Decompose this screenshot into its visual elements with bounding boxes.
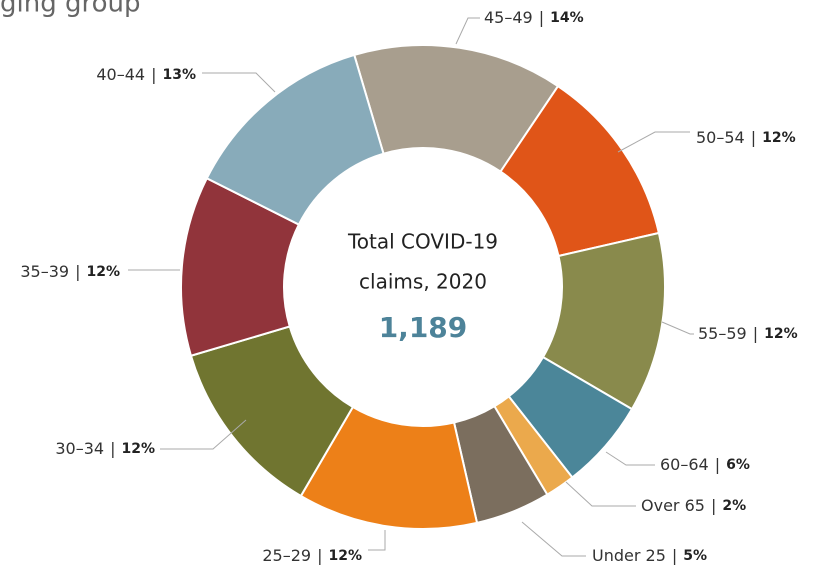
data-label: 35–39 | 12% [20, 262, 120, 281]
separator: | [672, 546, 677, 565]
category-label: 55–59 [698, 324, 747, 343]
donut-segment [205, 53, 385, 226]
data-label: 40–44 | 13% [96, 65, 196, 84]
center-label: Total COVID-19 [347, 230, 498, 254]
value-label: 12% [86, 264, 120, 280]
leader-line [661, 321, 694, 335]
category-label: 30–34 [55, 439, 104, 458]
separator: | [753, 324, 758, 343]
data-label: Over 65 | 2% [641, 496, 746, 515]
center-total: 1,189 [379, 311, 468, 344]
data-label: Under 25 | 5% [592, 546, 707, 565]
separator: | [151, 65, 156, 84]
data-label: 25–29 | 12% [262, 546, 362, 565]
category-label: 50–54 [696, 128, 745, 147]
category-label: 60–64 [660, 455, 709, 474]
value-label: 13% [162, 67, 196, 83]
category-label: 45–49 [484, 8, 533, 27]
category-label: Under 25 [592, 546, 666, 565]
category-label: 40–44 [96, 65, 145, 84]
leader-line [605, 451, 655, 466]
leader-line [617, 131, 690, 153]
center-label: claims, 2020 [359, 270, 487, 294]
value-label: 12% [328, 548, 362, 564]
leader-line [160, 419, 247, 450]
value-label: 5% [683, 548, 707, 564]
leader-line [565, 481, 636, 507]
value-label: 12% [764, 326, 798, 342]
data-label: 30–34 | 12% [55, 439, 155, 458]
separator: | [110, 439, 115, 458]
separator: | [539, 8, 544, 27]
category-label: Over 65 [641, 496, 705, 515]
value-label: 12% [121, 441, 155, 457]
data-label: 60–64 | 6% [660, 455, 750, 474]
category-label: 25–29 [262, 546, 311, 565]
separator: | [75, 262, 80, 281]
data-label: 50–54 | 12% [696, 128, 796, 147]
separator: | [317, 546, 322, 565]
leader-line [521, 521, 586, 557]
value-label: 2% [722, 498, 746, 514]
value-label: 6% [726, 457, 750, 473]
value-label: 14% [550, 10, 584, 26]
category-label: 35–39 [20, 262, 69, 281]
separator: | [711, 496, 716, 515]
leader-line [202, 72, 276, 93]
separator: | [715, 455, 720, 474]
leader-line [455, 17, 480, 45]
leader-line [368, 530, 386, 551]
separator: | [751, 128, 756, 147]
chart-title: ging group [0, 0, 141, 19]
value-label: 12% [762, 130, 796, 146]
data-label: 55–59 | 12% [698, 324, 798, 343]
data-label: 45–49 | 14% [484, 8, 584, 27]
